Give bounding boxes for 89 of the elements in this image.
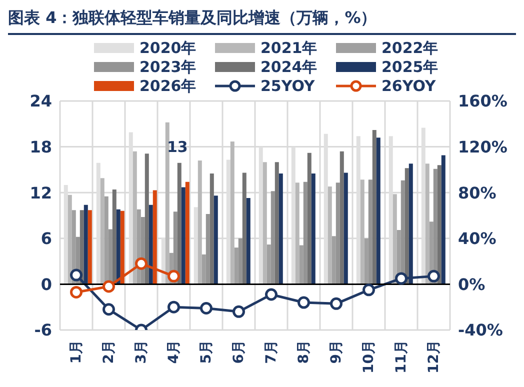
- bar: [214, 196, 218, 284]
- legend-label: 2020年: [140, 38, 196, 58]
- bar: [198, 160, 202, 284]
- bar: [437, 165, 442, 284]
- point: [102, 280, 115, 293]
- bar: [116, 209, 120, 284]
- x-tick-label: 12月: [426, 340, 442, 374]
- point: [70, 268, 82, 282]
- point: [102, 303, 115, 316]
- bar: [303, 182, 308, 284]
- point: [265, 288, 278, 301]
- bar: [372, 130, 376, 284]
- y2-tick-label: 0%: [458, 274, 486, 294]
- x-tick-label: 5月: [198, 340, 214, 364]
- bar: [336, 182, 340, 284]
- y2-tick-label: 80%: [458, 183, 496, 202]
- point: [395, 272, 408, 285]
- legend-label: 2025年: [382, 58, 438, 76]
- bar: [185, 182, 190, 284]
- bar: [165, 122, 170, 284]
- bar: [88, 210, 92, 284]
- y-tick-label: 12: [30, 183, 52, 202]
- bar: [112, 190, 116, 284]
- bar: [68, 194, 72, 284]
- bar: [344, 172, 348, 284]
- bar: [148, 204, 153, 284]
- y2-tick-label: -40%: [458, 320, 503, 340]
- legend-label: 26YOY: [382, 77, 436, 95]
- point: [168, 270, 180, 282]
- legend-label: 2023年: [140, 58, 196, 76]
- bar: [307, 152, 312, 284]
- y2-tick-label: 40%: [458, 229, 496, 248]
- bar: [181, 187, 186, 284]
- bar: [368, 180, 372, 284]
- y-tick-label: 24: [30, 92, 52, 111]
- bar: [340, 151, 344, 284]
- point: [232, 305, 245, 318]
- x-tick-label: 4月: [166, 340, 182, 364]
- x-tick-label: 10月: [360, 340, 377, 374]
- bar: [425, 164, 430, 284]
- bar: [404, 168, 409, 284]
- bar: [274, 162, 279, 284]
- bar: [210, 174, 214, 284]
- bar: [278, 174, 283, 284]
- y2-tick-label: 160%: [458, 92, 508, 111]
- legend-label: 25YOY: [260, 77, 315, 95]
- point: [70, 286, 82, 298]
- bar: [206, 214, 210, 284]
- y-tick-label: 6: [40, 229, 52, 248]
- bar: [100, 178, 104, 284]
- point: [298, 296, 310, 309]
- x-tick-label: 8月: [296, 340, 312, 364]
- legend-label: 2026年: [140, 76, 196, 96]
- bar: [132, 151, 137, 284]
- bar: [295, 182, 300, 284]
- chart-title: 图表 4：独联体轻型车销量及同比增速（万辆，%）: [8, 8, 516, 35]
- point: [135, 257, 148, 270]
- x-tick-label: 3月: [133, 340, 150, 364]
- bar: [246, 198, 250, 284]
- bar: [230, 141, 234, 284]
- point: [168, 300, 180, 314]
- bar: [270, 191, 275, 284]
- legend-label: 2024年: [260, 58, 318, 76]
- x-tick-label: 7月: [263, 340, 280, 364]
- x-tick-label: 1月: [68, 340, 84, 364]
- x-tick-label: 9月: [328, 340, 344, 364]
- x-tick-label: 11月: [393, 340, 410, 374]
- y-tick-label: -6: [34, 320, 52, 340]
- point: [200, 302, 212, 314]
- point: [362, 284, 375, 296]
- point: [428, 270, 440, 282]
- bar: [144, 154, 149, 284]
- data-label: 13: [166, 138, 188, 156]
- x-tick-label: 2月: [100, 340, 117, 364]
- bar: [328, 186, 332, 284]
- bar: [242, 172, 246, 284]
- bar: [177, 162, 182, 284]
- point: [330, 297, 342, 310]
- bar: [392, 194, 397, 284]
- x-tick-label: 6月: [230, 340, 247, 364]
- legend-label: 2021年: [260, 38, 318, 58]
- y2-tick-label: 120%: [458, 137, 508, 156]
- y-tick-label: 18: [30, 137, 52, 156]
- bar: [360, 180, 364, 284]
- bar: [238, 238, 242, 284]
- legend-label: 2022年: [382, 38, 438, 58]
- y-tick-label: 0: [40, 274, 52, 294]
- bar: [262, 162, 267, 284]
- bar: [311, 174, 316, 284]
